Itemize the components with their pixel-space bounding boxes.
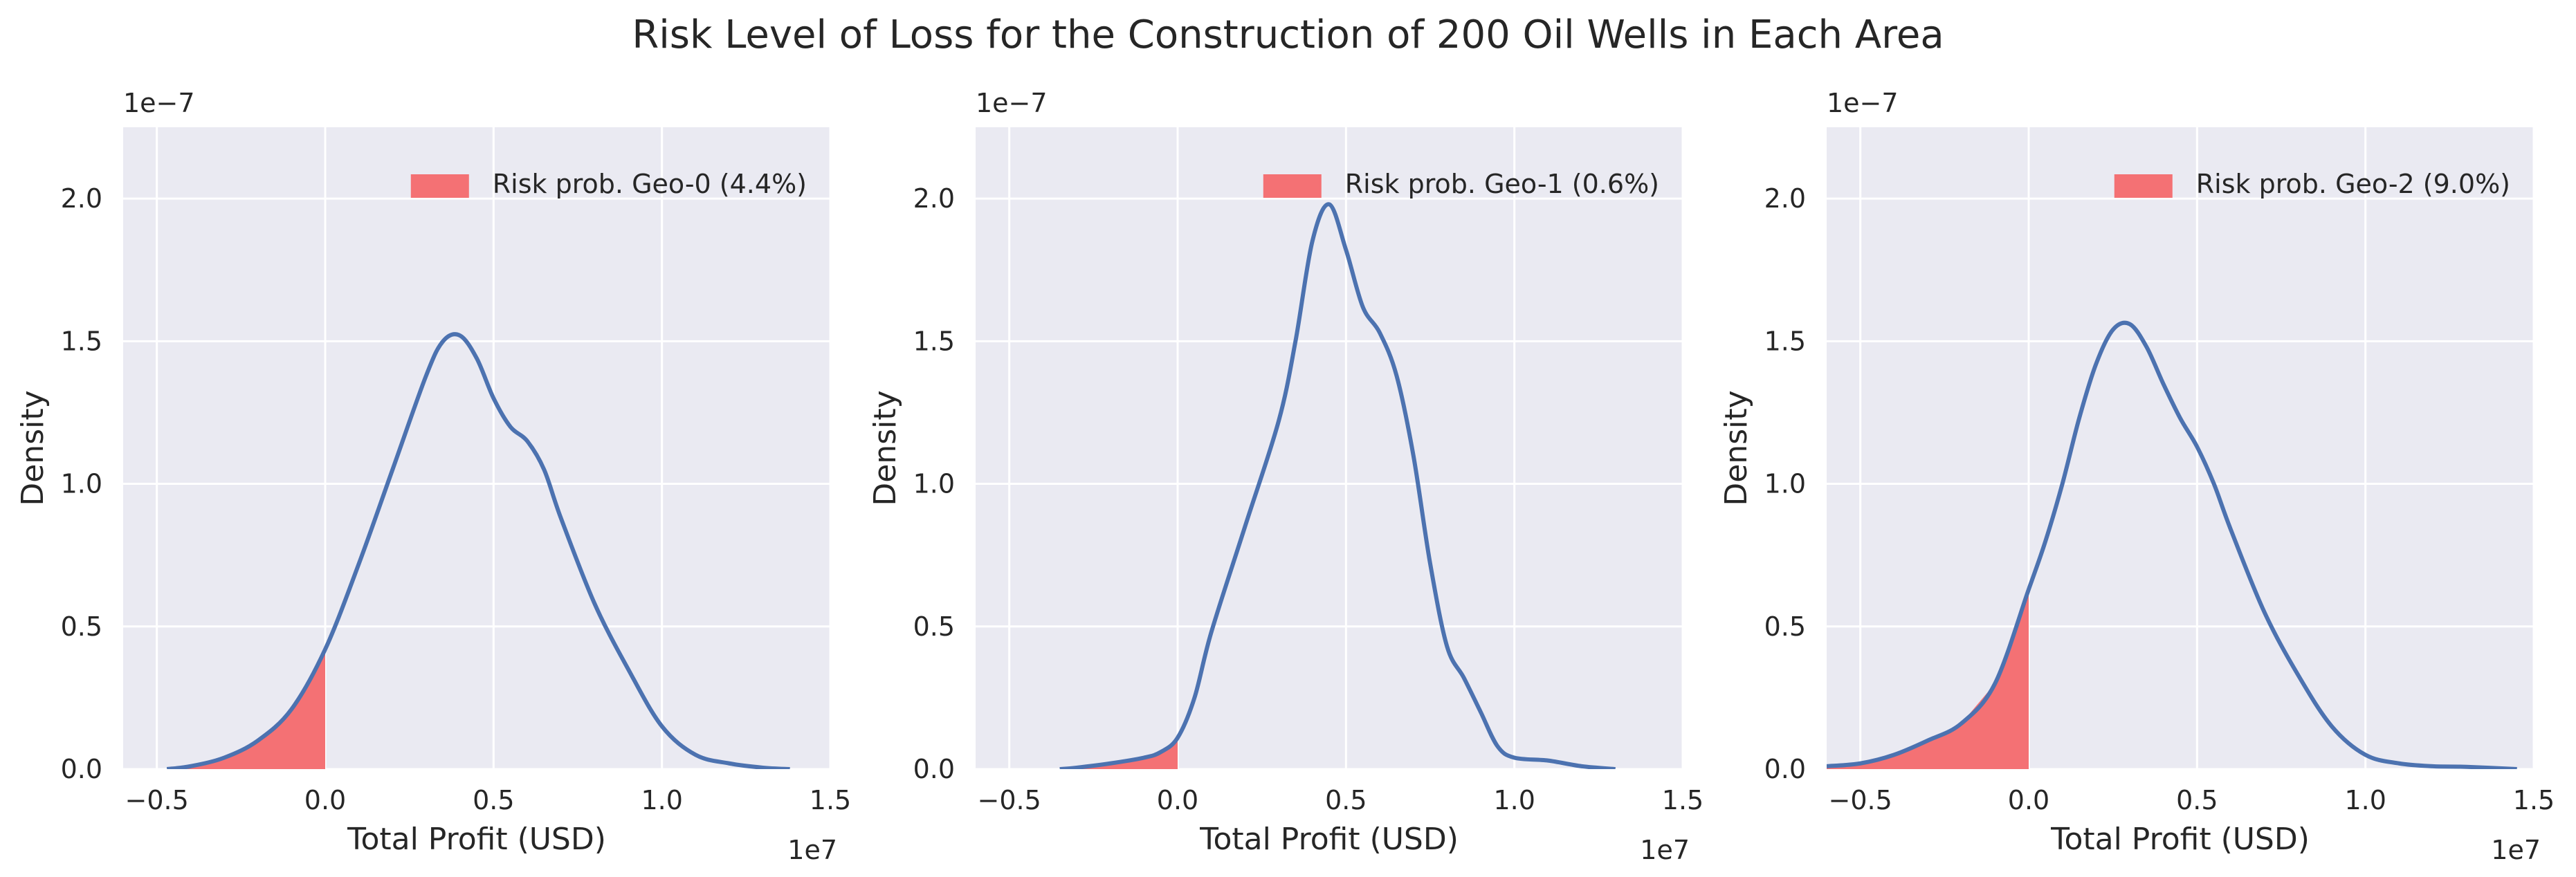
x-tick-label: −0.5 xyxy=(125,785,189,815)
y-axis-label: Density xyxy=(868,390,903,506)
y-scale-label: 1e−7 xyxy=(123,88,195,118)
y-tick-label: 1.0 xyxy=(1764,469,1806,499)
x-tick-label: 1.0 xyxy=(641,785,682,815)
legend-label: Risk prob. Geo-0 (4.4%) xyxy=(493,169,807,199)
y-tick-label: 2.0 xyxy=(61,183,102,214)
x-axis-label: Total Profit (USD) xyxy=(347,822,606,857)
x-tick-label: 0.5 xyxy=(1325,785,1367,815)
density-curve xyxy=(1827,320,2517,769)
y-tick-label: 0.5 xyxy=(1764,611,1806,642)
plot-background xyxy=(1827,127,2534,769)
x-scale-label: 1e7 xyxy=(787,835,837,865)
y-tick-label: 2.0 xyxy=(1764,183,1806,214)
y-scale-label: 1e−7 xyxy=(976,88,1048,118)
x-tick-label: 1.0 xyxy=(1493,785,1535,815)
plot-background xyxy=(976,127,1683,769)
x-tick-label: 0.0 xyxy=(1157,785,1198,815)
y-tick-label: 1.0 xyxy=(913,469,955,499)
legend-swatch xyxy=(2114,174,2173,198)
figure-title: Risk Level of Loss for the Construction … xyxy=(632,12,1944,57)
x-tick-label: 1.5 xyxy=(2513,785,2555,815)
y-axis-label: Density xyxy=(15,390,51,506)
y-tick-label: 1.5 xyxy=(913,326,955,356)
density-curve xyxy=(166,332,790,769)
x-tick-label: −0.5 xyxy=(1829,785,1892,815)
density-curve xyxy=(1059,202,1616,769)
x-axis-label: Total Profit (USD) xyxy=(2050,822,2310,857)
risk-area xyxy=(167,649,325,769)
x-scale-label: 1e7 xyxy=(2491,835,2541,865)
chart-panel-1: −0.5 0.0 0.5 1.0 1.5 0.0 0.5 1.0 1.5 2.0 Total Pro… xyxy=(868,88,1703,865)
x-tick-label: 1.5 xyxy=(1662,785,1703,815)
y-tick-label: 0.5 xyxy=(913,611,955,642)
legend-label: Risk prob. Geo-2 (9.0%) xyxy=(2196,169,2510,199)
x-tick-label: 1.0 xyxy=(2344,785,2386,815)
x-tick-label: 0.5 xyxy=(473,785,514,815)
legend-label: Risk prob. Geo-1 (0.6%) xyxy=(1345,169,1659,199)
chart-panel-0: −0.5 0.0 0.5 1.0 1.5 0.0 0.5 1.0 1.5 2.0 Total Pro… xyxy=(15,88,851,865)
x-axis-label: Total Profit (USD) xyxy=(1199,822,1459,857)
x-tick-label: −0.5 xyxy=(978,785,1041,815)
y-tick-label: 1.5 xyxy=(61,326,102,356)
y-tick-label: 1.0 xyxy=(61,469,102,499)
x-scale-label: 1e7 xyxy=(1640,835,1690,865)
y-tick-label: 1.5 xyxy=(1764,326,1806,356)
plot-background xyxy=(123,127,830,769)
y-scale-label: 1e−7 xyxy=(1827,88,1899,118)
y-axis-label: Density xyxy=(1719,390,1754,506)
y-tick-label: 2.0 xyxy=(913,183,955,214)
x-tick-label: 1.5 xyxy=(810,785,851,815)
risk-area xyxy=(1827,589,2029,769)
legend-swatch xyxy=(410,174,469,198)
x-tick-label: 0.0 xyxy=(304,785,346,815)
y-tick-label: 0.0 xyxy=(913,754,955,784)
y-tick-label: 0.0 xyxy=(1764,754,1806,784)
legend-swatch xyxy=(1263,174,1322,198)
risk-area xyxy=(1059,737,1178,769)
y-tick-label: 0.0 xyxy=(61,754,102,784)
chart-panel-2: −0.5 0.0 0.5 1.0 1.5 0.0 0.5 1.0 1.5 2.0 Total Pro… xyxy=(1719,88,2555,865)
y-tick-label: 0.5 xyxy=(61,611,102,642)
x-tick-label: 0.0 xyxy=(2008,785,2049,815)
x-tick-label: 0.5 xyxy=(2176,785,2218,815)
